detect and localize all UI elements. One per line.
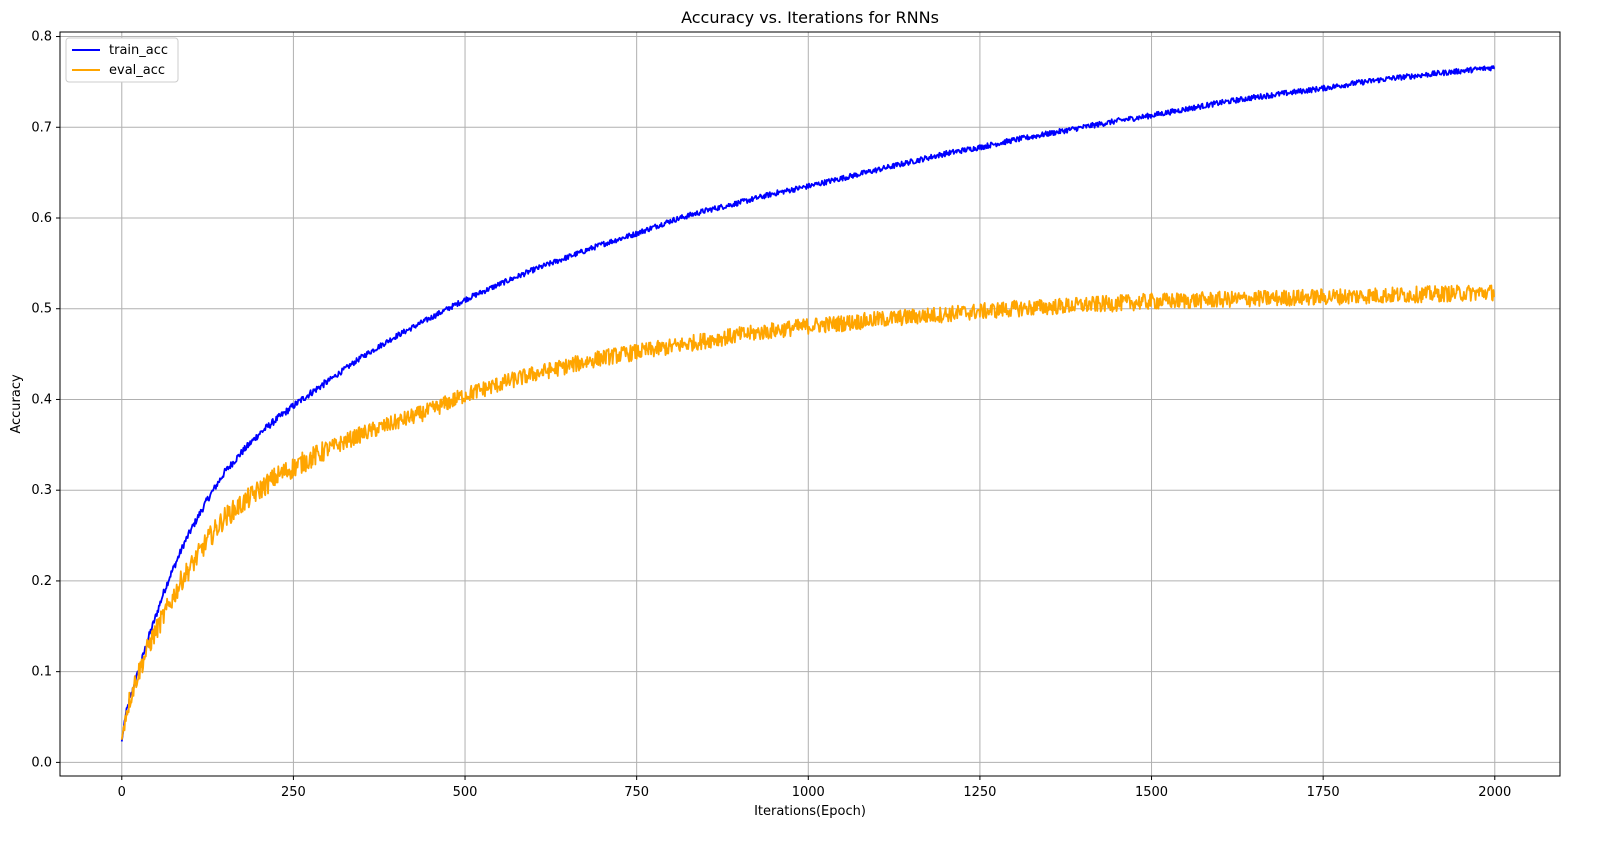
- y-tick-label: 0.8: [31, 30, 52, 45]
- y-tick-label: 0.5: [31, 302, 52, 317]
- plot-frame: [59, 31, 1561, 777]
- x-tick-label: 1500: [1135, 785, 1168, 800]
- y-axis-label: Accuracy: [9, 374, 24, 434]
- x-tick-label: 1750: [1307, 785, 1340, 800]
- y-tick-label: 0.4: [31, 392, 52, 407]
- y-tick-label: 0.0: [31, 755, 52, 770]
- series-lines: [120, 65, 1495, 742]
- x-tick-label: 0: [118, 785, 126, 800]
- y-tick-label: 0.2: [31, 574, 52, 589]
- grid-lines: [60, 32, 1560, 776]
- y-tick-label: 0.3: [31, 483, 52, 498]
- chart-title: Accuracy vs. Iterations for RNNs: [681, 8, 939, 27]
- y-tick-label: 0.1: [31, 665, 52, 680]
- y-tick-label: 0.7: [31, 120, 52, 135]
- x-tick-label: 2000: [1478, 785, 1511, 800]
- x-tick-label: 750: [624, 785, 649, 800]
- axis-ticks: 0 250 500 750 1000 1250 1500 1750 2000 0.0 0.1 0.2 0…: [31, 30, 1511, 800]
- series-line-eval-acc: [120, 284, 1495, 740]
- x-axis-label: Iterations(Epoch): [754, 804, 866, 819]
- legend-label-eval-acc: eval_acc: [109, 63, 165, 78]
- x-tick-label: 250: [281, 785, 306, 800]
- x-tick-label: 1000: [792, 785, 825, 800]
- legend: train_acc eval_acc: [65, 37, 179, 83]
- y-tick-label: 0.6: [31, 211, 52, 226]
- series-line-train-acc: [120, 65, 1495, 742]
- x-tick-label: 1250: [963, 785, 996, 800]
- legend-label-train-acc: train_acc: [109, 43, 168, 58]
- x-tick-label: 500: [453, 785, 478, 800]
